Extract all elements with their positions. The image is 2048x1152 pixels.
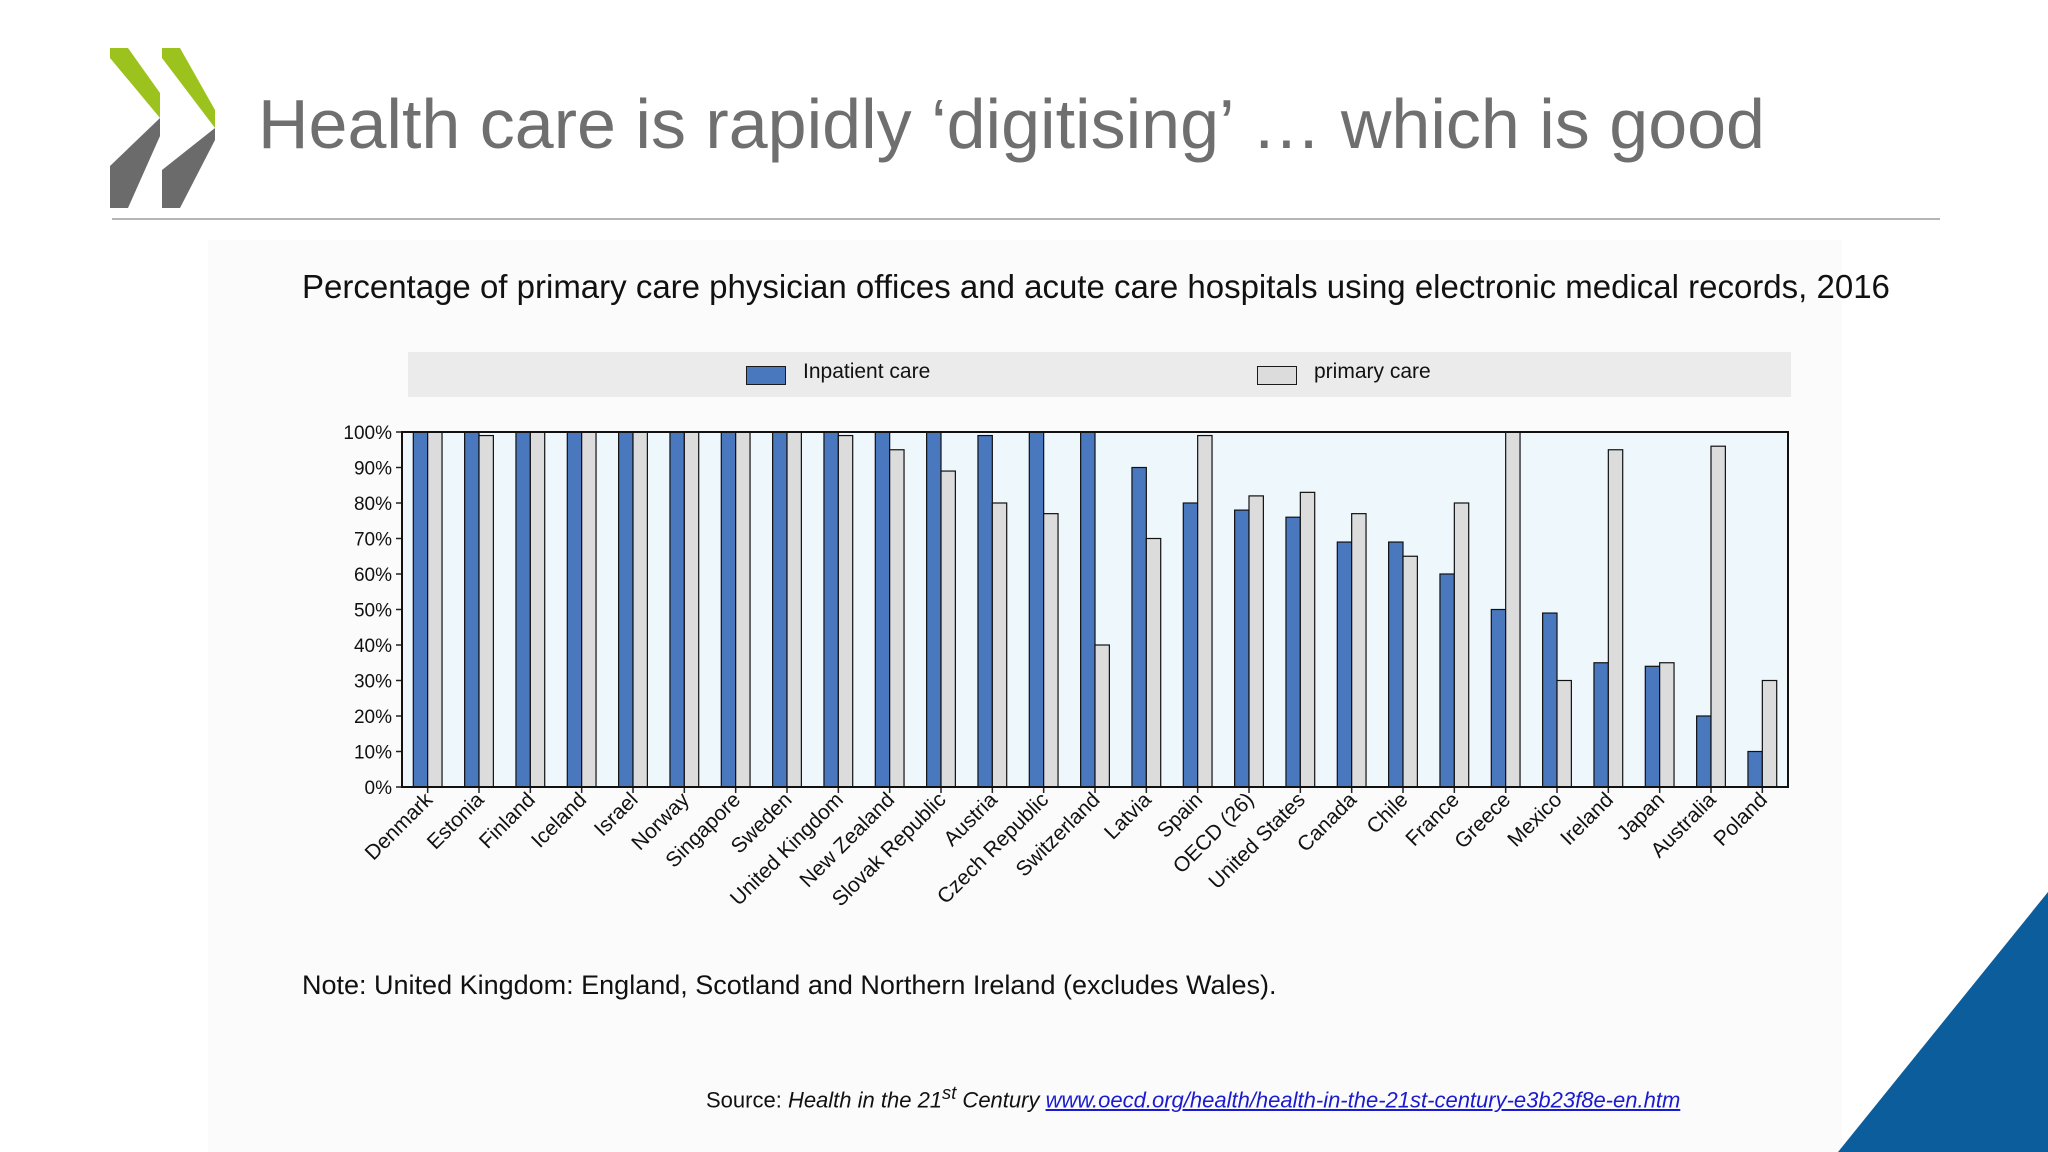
bar-primary-care (1402, 555, 1418, 788)
bar-inpatient-care (412, 431, 429, 788)
bar-inpatient-care (1182, 502, 1199, 788)
y-tick-label: 20% (354, 707, 392, 728)
chart-legend: Inpatient care primary care (408, 352, 1791, 397)
bar-inpatient-care (772, 431, 788, 788)
y-tick-label: 80% (354, 494, 392, 515)
bar-primary-care (632, 431, 648, 788)
bar-primary-care (581, 431, 597, 788)
bar-inpatient-care (566, 431, 583, 788)
slide-title: Health care is rapidly ‘digitising’ … wh… (258, 85, 1765, 163)
x-tick-label: Greece (1450, 788, 1515, 853)
y-tick-label: 100% (343, 423, 392, 444)
x-tick-label: Latvia (1100, 788, 1156, 844)
bar-inpatient-care (1131, 466, 1147, 788)
y-tick-label: 50% (354, 601, 392, 622)
bar-primary-care (1197, 434, 1213, 788)
bar-primary-care (1094, 644, 1110, 788)
title-divider (112, 218, 1940, 220)
x-tick-label: Iceland (527, 788, 591, 852)
bar-primary-care (1145, 537, 1162, 788)
bar-inpatient-care (464, 431, 480, 788)
source-superscript: st (942, 1082, 957, 1103)
x-tick-label: Mexico (1503, 788, 1566, 851)
legend-swatch-inpatient (746, 366, 786, 385)
y-tick-label: 40% (354, 636, 392, 657)
bar-primary-care (837, 434, 854, 788)
bar-primary-care (1710, 445, 1726, 788)
bar-inpatient-care (618, 431, 634, 788)
legend-label-inpatient: Inpatient care (803, 360, 931, 383)
y-tick-label: 60% (354, 565, 392, 586)
bar-inpatient-care (1028, 431, 1045, 788)
y-tick-label: 70% (354, 530, 392, 551)
bar-inpatient-care (1593, 662, 1609, 788)
bar-inpatient-care (926, 431, 942, 788)
bar-inpatient-care (1388, 541, 1404, 788)
bar-inpatient-care (1080, 431, 1096, 788)
x-tick-label: Poland (1709, 788, 1772, 851)
logo-green-chevron-right (162, 48, 215, 128)
logo-grey-chevron-left (110, 118, 160, 208)
source-link[interactable]: www.oecd.org/health/health-in-the-21st-c… (1045, 1087, 1681, 1113)
bar-primary-care (529, 431, 546, 788)
y-tick-label: 10% (354, 743, 392, 764)
y-tick-label: 90% (354, 459, 392, 480)
bar-primary-care (1761, 679, 1778, 788)
bar-inpatient-care (720, 431, 737, 788)
bar-primary-care (735, 431, 751, 788)
source-publication-suffix: Century (956, 1087, 1046, 1113)
bar-inpatient-care (669, 431, 685, 788)
bar-inpatient-care (1542, 612, 1558, 788)
plot-frame (401, 431, 1789, 788)
source-prefix: Source: (706, 1087, 788, 1113)
y-tick-label: 30% (354, 672, 392, 693)
bar-inpatient-care (1234, 509, 1250, 788)
bar-primary-care (1351, 513, 1367, 788)
x-tick-label: Estonia (423, 788, 489, 854)
y-tick-label: 0% (365, 778, 393, 799)
bar-primary-care (1505, 431, 1521, 788)
bar-primary-care (889, 449, 905, 788)
bar-primary-care (991, 502, 1008, 788)
legend-label-primary: primary care (1314, 360, 1431, 383)
x-tick-label: Denmark (361, 788, 438, 865)
bar-inpatient-care (1490, 608, 1507, 788)
bar-primary-care (940, 470, 956, 788)
chart-title: Percentage of primary care physician off… (302, 268, 1890, 305)
source-publication: Health in the 21 (787, 1087, 943, 1113)
bar-primary-care (1043, 513, 1059, 788)
bar-primary-care (1248, 495, 1264, 788)
bar-primary-care (786, 431, 802, 788)
legend-swatch-primary (1257, 366, 1297, 385)
bar-primary-care (1453, 502, 1470, 788)
bar-inpatient-care (1696, 715, 1712, 788)
bar-primary-care (1659, 662, 1675, 788)
bar-inpatient-care (1747, 750, 1763, 788)
bar-inpatient-care (1336, 541, 1353, 788)
bar-primary-care (1607, 449, 1624, 788)
bar-inpatient-care (1285, 516, 1301, 788)
brand-corner-triangle (1838, 892, 2048, 1152)
logo-green-chevron-left (110, 48, 160, 118)
bar-inpatient-care (874, 431, 891, 788)
bar-inpatient-care (515, 431, 531, 788)
source-citation: Source: Health in the 21st Century www.o… (706, 1082, 1680, 1113)
x-tick-label: Ireland (1556, 788, 1618, 850)
bar-primary-care (683, 431, 700, 788)
logo-grey-chevron-right (162, 128, 215, 208)
bar-primary-care (1556, 679, 1572, 788)
x-tick-label: Finland (475, 788, 540, 853)
bar-primary-care (427, 431, 443, 788)
chart-note: Note: United Kingdom: England, Scotland … (302, 970, 1277, 1000)
bar-inpatient-care (977, 434, 993, 788)
bar-inpatient-care (1439, 573, 1455, 788)
bar-primary-care (478, 434, 494, 788)
bar-primary-care (1299, 491, 1316, 788)
bar-inpatient-care (823, 431, 839, 788)
oecd-logo (110, 48, 215, 208)
bar-inpatient-care (1644, 665, 1661, 788)
